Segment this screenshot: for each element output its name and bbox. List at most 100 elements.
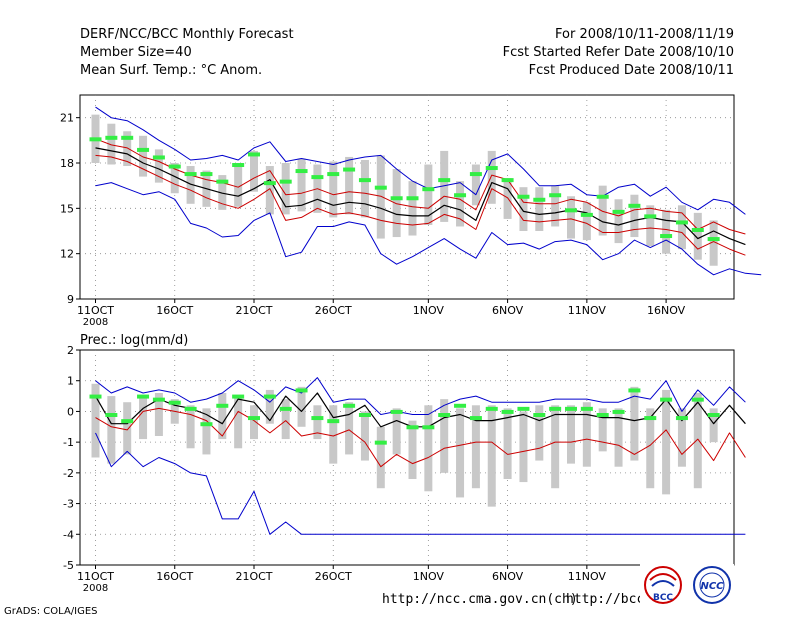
prec-marker	[485, 406, 498, 411]
temp-xtick-label: 6NOV	[492, 304, 524, 317]
temp-spread-box	[376, 155, 385, 239]
prec-marker	[644, 416, 657, 421]
prec-spread-box	[614, 408, 623, 467]
temp-spread-box	[662, 209, 671, 254]
prec-mean-line	[94, 392, 746, 428]
prec-max-line	[95, 377, 746, 415]
prec-spread-box	[519, 411, 528, 483]
prec-marker	[501, 409, 514, 414]
prec-marker	[454, 403, 467, 408]
temp-marker	[311, 175, 324, 180]
temp-marker	[422, 187, 435, 192]
temp-spread-box	[630, 194, 639, 238]
prec-marker	[580, 406, 593, 411]
temp-xtick-label: 1NOV	[413, 304, 445, 317]
prec-marker	[184, 406, 197, 411]
prec-spread-box	[646, 408, 655, 489]
prec-ytick-label: -5	[63, 559, 74, 572]
prec-marker	[691, 397, 704, 402]
temperature-panel: 9 12 15 18 21 11OCT 16OCT 21OCT 26OCT 1NOV 6NOV 11N…	[60, 94, 762, 328]
prec-marker	[517, 406, 530, 411]
prec-marker	[152, 397, 165, 402]
temp-ytick-label: 18	[60, 157, 74, 170]
temp-spread-box	[551, 185, 560, 227]
prec-spread-box	[218, 393, 227, 440]
prec-marker	[263, 394, 276, 399]
temp-spread-box	[582, 202, 591, 241]
temp-xtick-label: 11OCT	[77, 304, 114, 317]
prec-marker	[469, 416, 482, 421]
prec-marker	[343, 403, 356, 408]
prec-spread-box	[202, 408, 211, 455]
prec-marker	[406, 425, 419, 430]
prec-spread-box	[376, 426, 385, 489]
temp-lower-line	[95, 154, 746, 256]
temp-spread-box	[297, 158, 306, 212]
prec-marker	[707, 413, 720, 417]
prec-frame	[79, 349, 735, 566]
prec-ytick-label: -4	[63, 528, 74, 541]
prec-spread-box	[630, 386, 639, 461]
prec-year-label: 2008	[83, 583, 108, 594]
temp-marker	[644, 214, 657, 219]
temp-marker	[565, 208, 577, 213]
prec-marker	[549, 406, 562, 411]
prec-spread-box	[392, 408, 401, 455]
bcc-logo-text: BCC	[653, 593, 673, 603]
prec-marker	[565, 406, 577, 411]
prec-spread-box	[345, 402, 354, 455]
prec-ytick-label: -1	[63, 436, 74, 449]
prec-spread-box	[313, 405, 322, 440]
precipitation-panel: -5 -4 -3 -2 -1 0 1 2 11OCT 16OCT 21OCT 26OCT 1NOV 6NO…	[63, 344, 746, 594]
temp-xtick-label: 11NOV	[568, 304, 607, 317]
temp-xtick-label: 16NOV	[647, 304, 686, 317]
temp-spread-box	[281, 163, 290, 215]
prec-marker	[596, 413, 609, 417]
temp-marker	[295, 169, 308, 174]
temp-spread-box	[519, 187, 528, 231]
temp-max-line	[95, 106, 746, 215]
forecast-period: For 2008/10/11-2008/11/19	[555, 27, 734, 42]
temp-marker	[517, 194, 530, 199]
prec-spread-box	[535, 405, 544, 461]
prec-spread-box	[662, 389, 671, 495]
prec-spread-box	[582, 402, 591, 467]
temp-marker	[137, 147, 150, 152]
member-size: Member Size=40	[80, 45, 192, 60]
temp-marker	[469, 172, 482, 177]
temp-spread-box	[487, 150, 496, 204]
prec-spread-box	[250, 405, 258, 440]
prec-spread-box	[709, 408, 718, 443]
prec-marker	[216, 403, 229, 408]
ncc-logo-text: NCC	[700, 581, 724, 592]
temp-spread-box	[329, 161, 338, 218]
temp-spread-box	[408, 181, 417, 236]
prec-spread-box	[408, 420, 417, 479]
prec-spread-box	[677, 408, 686, 467]
temp-marker	[628, 203, 641, 208]
prec-marker	[311, 416, 324, 421]
temp-spread-box	[250, 150, 258, 192]
ncc-url[interactable]: http://ncc.cma.gov.cn(ch)	[382, 592, 578, 607]
figure-title: DERF/NCC/BCC Monthly Forecast	[80, 27, 294, 42]
temp-spread-box	[107, 123, 116, 165]
prec-marker	[89, 394, 102, 399]
prec-xtick-label: 11OCT	[77, 570, 114, 583]
temp-ytick-label: 12	[60, 248, 74, 261]
prec-ytick-label: 2	[67, 344, 74, 357]
temp-marker	[612, 209, 625, 214]
prec-spread-box	[91, 383, 100, 458]
temp-spread-box	[170, 163, 179, 194]
prec-marker	[438, 413, 451, 417]
temp-min-line	[95, 182, 762, 276]
temp-spread-box	[614, 199, 623, 244]
temp-spread-box	[693, 212, 702, 260]
prec-spread-box	[297, 386, 306, 427]
prec-marker	[675, 416, 688, 421]
temp-spread-box	[567, 196, 575, 239]
temp-marker	[533, 197, 546, 202]
temp-marker	[216, 179, 229, 184]
grads-credit: GrADS: COLA/IGES	[4, 606, 98, 617]
temp-mean-line	[95, 147, 746, 246]
variable-label: Mean Surf. Temp.: °C Anom.	[80, 63, 262, 78]
